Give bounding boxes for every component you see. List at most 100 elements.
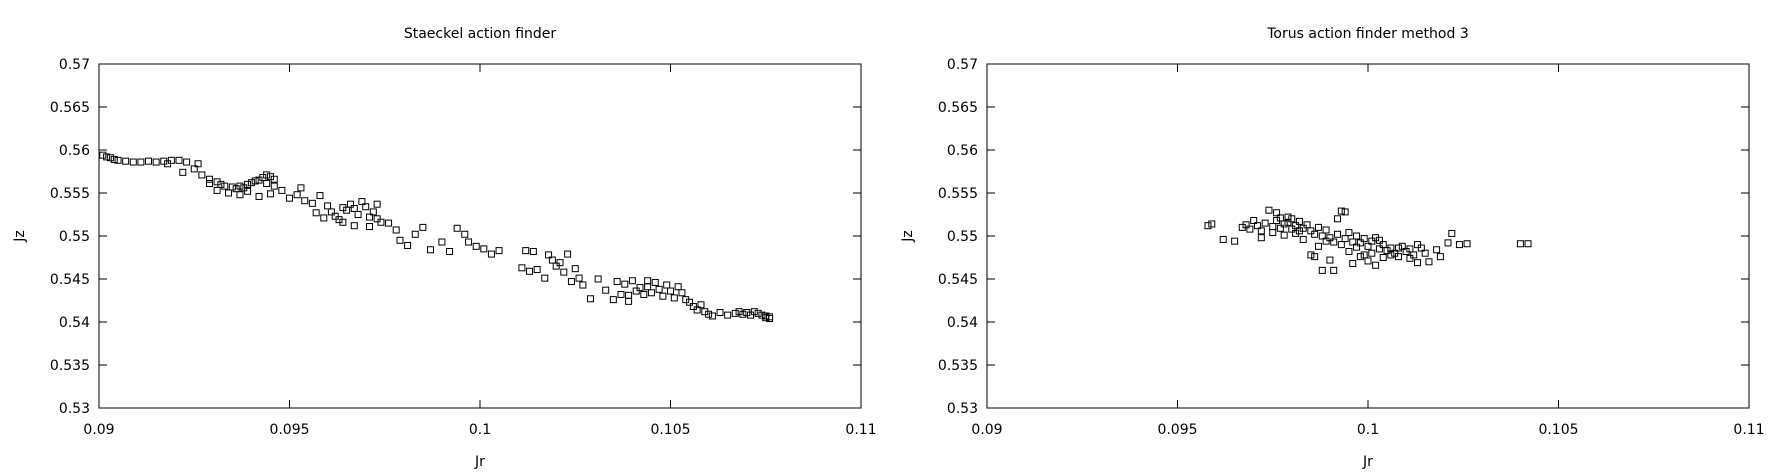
chart-title: Staeckel action finder	[404, 26, 557, 42]
data-point	[716, 309, 724, 317]
data-point	[244, 187, 252, 195]
data-point	[1425, 258, 1433, 266]
data-point	[1406, 245, 1414, 253]
data-point	[1284, 213, 1292, 221]
x-tick-label: 0.1	[469, 422, 491, 438]
plot-frame	[986, 63, 1750, 409]
x-tick-label: 0.105	[1538, 422, 1578, 438]
data-point	[575, 274, 583, 282]
data-point	[1387, 251, 1395, 259]
data-point	[1417, 244, 1425, 252]
data-point	[655, 285, 663, 293]
data-point	[1406, 254, 1414, 262]
data-point	[1330, 238, 1338, 246]
data-point	[145, 157, 153, 165]
data-point	[1257, 227, 1265, 235]
data-point	[358, 198, 366, 206]
data-point	[350, 222, 358, 230]
data-point	[1353, 232, 1361, 240]
data-point	[1269, 229, 1277, 237]
x-axis-label: Jr	[1362, 454, 1373, 470]
data-point	[1360, 235, 1368, 243]
axis-ticks: 0.09 0.095 0.1 0.105 0.11 0.53 0.535 0.54 0.545 0…	[50, 57, 877, 438]
data-point	[221, 182, 229, 190]
data-point	[1254, 222, 1262, 230]
data-point	[164, 160, 172, 168]
data-point	[461, 230, 469, 238]
y-tick-label: 0.545	[50, 272, 90, 288]
data-point	[766, 315, 774, 323]
data-point	[263, 171, 271, 179]
data-point	[1299, 235, 1307, 243]
data-point	[213, 186, 221, 194]
data-point	[693, 306, 701, 314]
data-point	[122, 157, 130, 165]
y-tick-label: 0.55	[59, 229, 90, 245]
data-point	[1295, 227, 1303, 235]
data-point	[762, 314, 770, 322]
data-point	[1261, 219, 1269, 227]
data-point	[644, 283, 652, 291]
x-tick-label: 0.095	[269, 422, 309, 438]
data-point	[724, 311, 732, 319]
data-point	[1204, 222, 1212, 230]
data-point	[556, 259, 564, 267]
data-point	[1322, 226, 1330, 234]
data-point	[453, 224, 461, 232]
data-point	[129, 158, 137, 166]
data-point	[217, 180, 225, 188]
data-point	[350, 204, 358, 212]
data-point	[312, 209, 320, 217]
data-point	[560, 268, 568, 276]
data-point	[1444, 239, 1452, 247]
y-tick-label: 0.565	[50, 100, 90, 116]
data-point	[1360, 251, 1368, 259]
data-point	[438, 238, 446, 246]
y-axis-label: Jz	[12, 230, 28, 242]
data-point	[522, 247, 530, 255]
data-point	[190, 165, 198, 173]
y-tick-label: 0.535	[938, 358, 978, 374]
data-point	[396, 236, 404, 244]
data-points	[1204, 206, 1532, 274]
data-point	[385, 219, 393, 227]
data-point	[1318, 232, 1326, 240]
y-tick-label: 0.565	[938, 100, 978, 116]
data-point	[1463, 240, 1471, 248]
chart-title: Torus action finder method 3	[1266, 26, 1468, 42]
data-point	[1322, 237, 1330, 245]
data-point	[495, 247, 503, 255]
data-point	[1280, 231, 1288, 239]
data-point	[198, 171, 206, 179]
data-point	[346, 200, 354, 208]
data-point	[1341, 208, 1349, 216]
y-tick-label: 0.56	[59, 143, 90, 159]
data-point	[270, 182, 278, 190]
data-point	[1345, 247, 1353, 255]
x-tick-label: 0.095	[1157, 422, 1197, 438]
data-point	[99, 151, 107, 159]
data-point	[301, 197, 309, 205]
data-point	[183, 158, 191, 166]
plot-staeckel: Staeckel action finder 0.09 0.095 0.1 0.105…	[12, 26, 877, 470]
data-point	[567, 278, 575, 286]
data-point	[1311, 253, 1319, 261]
y-tick-label: 0.53	[947, 401, 978, 417]
data-point	[362, 203, 370, 211]
data-point	[327, 208, 335, 216]
data-point	[205, 180, 213, 188]
data-point	[1375, 236, 1383, 244]
data-point	[1276, 214, 1284, 222]
data-point	[1436, 253, 1444, 261]
data-point	[1349, 238, 1357, 246]
data-point	[750, 308, 758, 316]
data-point	[411, 230, 419, 238]
data-point	[541, 274, 549, 282]
x-tick-label: 0.1	[1357, 422, 1379, 438]
data-point	[1265, 206, 1273, 214]
data-point	[1372, 261, 1380, 269]
data-points	[99, 151, 774, 323]
y-tick-label: 0.535	[50, 358, 90, 374]
data-point	[152, 158, 160, 166]
data-point	[472, 242, 480, 250]
